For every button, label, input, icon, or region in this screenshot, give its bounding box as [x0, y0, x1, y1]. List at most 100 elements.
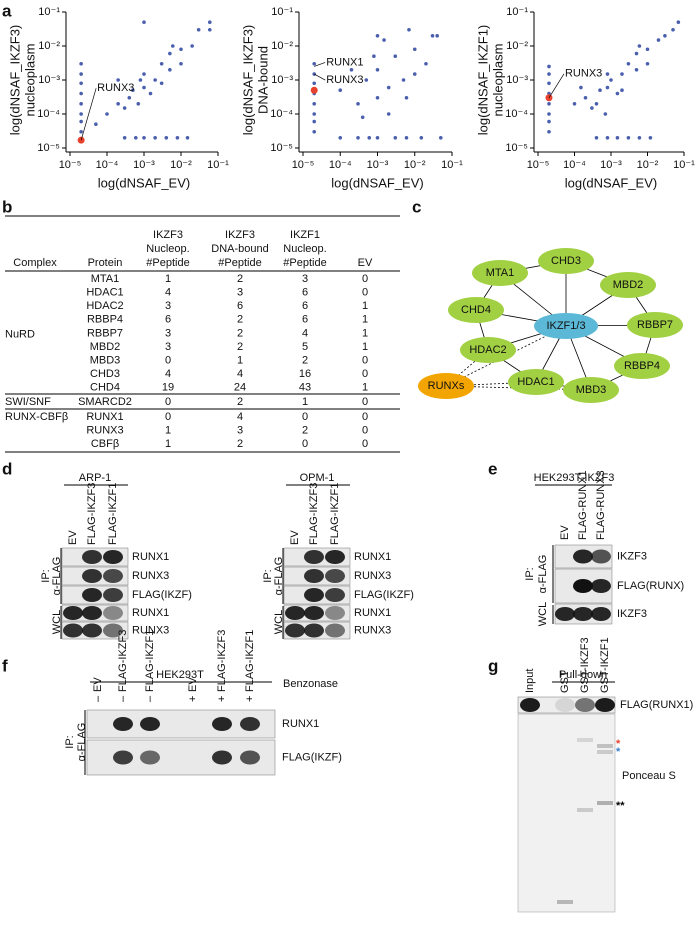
- point: [412, 47, 417, 52]
- band: [595, 698, 615, 712]
- point: [356, 135, 360, 140]
- y-axis-label: DNA-bound: [255, 46, 270, 114]
- table-cell: 1: [362, 314, 368, 326]
- ip-label: IP:: [262, 569, 274, 582]
- table-header: IKZF1: [290, 229, 320, 241]
- band: [573, 549, 593, 564]
- node: [600, 272, 656, 298]
- point: [207, 27, 212, 32]
- table-cell: 6: [165, 314, 171, 326]
- table-cell: 0: [302, 411, 308, 423]
- panel-label: d: [2, 459, 12, 478]
- y-tick-label: 10⁻⁴: [505, 108, 528, 120]
- band: [575, 698, 595, 712]
- band: [82, 550, 102, 564]
- annotation-line: [80, 88, 97, 141]
- point: [386, 112, 391, 116]
- table-cell: 2: [237, 314, 243, 326]
- point: [430, 33, 435, 38]
- point: [153, 135, 157, 140]
- ip-label: IP:: [524, 567, 536, 580]
- x-tick-label: 10⁻²: [170, 159, 192, 171]
- table-cell: 1: [237, 355, 243, 367]
- band: [103, 623, 123, 638]
- band: [212, 750, 232, 765]
- lane-label: FLAG-IKZF1: [244, 630, 256, 692]
- node-label: IKZF1/3: [546, 320, 585, 332]
- node-label: RBBP7: [637, 319, 673, 331]
- point: [645, 47, 650, 52]
- point: [79, 91, 83, 96]
- y-tick-label: 10⁻⁴: [270, 108, 293, 120]
- table-cell: MTA1: [91, 273, 120, 285]
- y-tick-label: 10⁻⁵: [270, 142, 293, 154]
- point: [634, 51, 639, 56]
- point: [312, 129, 317, 134]
- table-cell: 6: [302, 314, 308, 326]
- band: [240, 717, 260, 731]
- table-cell: 4: [165, 368, 171, 380]
- x-tick-label: 10⁻⁵: [527, 159, 550, 171]
- table-cell: CHD3: [90, 368, 120, 380]
- band: [140, 717, 160, 731]
- point: [435, 33, 439, 38]
- y-tick-label: 10⁻¹: [38, 6, 60, 18]
- y-tick-label: 10⁻⁴: [37, 108, 60, 120]
- row-label: RUNX3: [132, 624, 169, 636]
- table-header: Complex: [13, 257, 57, 269]
- point: [407, 27, 411, 32]
- band: [325, 623, 345, 638]
- lane-label: FLAG-IKZF1: [329, 483, 341, 545]
- wcl-label: WCL: [537, 602, 549, 626]
- table-cell: 4: [302, 327, 308, 339]
- point: [547, 72, 551, 76]
- y-tick-label: 10⁻³: [506, 74, 528, 86]
- band: [82, 588, 102, 602]
- lane-label: EV: [289, 530, 301, 545]
- point: [637, 44, 642, 48]
- marker: *: [616, 746, 621, 758]
- y-tick-label: 10⁻²: [271, 40, 293, 52]
- band: [520, 698, 540, 712]
- point: [590, 106, 594, 110]
- band: [103, 569, 123, 583]
- annotation: RUNX1: [326, 56, 363, 68]
- table-cell: 0: [362, 368, 368, 380]
- y-axis-label: log(dNSAF_IKZF1): [475, 25, 490, 136]
- point: [579, 85, 583, 90]
- annotation: RUNX3: [565, 68, 602, 80]
- table-cell: HDAC2: [86, 300, 123, 312]
- ponceau-band: [557, 900, 573, 904]
- band: [591, 579, 611, 593]
- point: [196, 27, 201, 32]
- row-label: RUNX1: [132, 551, 169, 563]
- wcl-label: WCL: [51, 610, 63, 634]
- x-tick-label: 10⁻¹: [207, 159, 229, 171]
- row-label: IKZF3: [617, 550, 647, 562]
- table-cell: 0: [165, 411, 171, 423]
- point: [127, 95, 132, 100]
- marker: *: [616, 738, 621, 750]
- point: [190, 44, 194, 48]
- point: [676, 20, 681, 25]
- table-cell: 2: [237, 327, 243, 339]
- point: [79, 61, 83, 66]
- table-cell: 3: [237, 287, 243, 299]
- point: [170, 44, 175, 48]
- point: [312, 101, 317, 106]
- highlight-point: [310, 86, 318, 94]
- point: [605, 72, 610, 76]
- point: [594, 135, 599, 140]
- point: [207, 20, 212, 25]
- table-cell: 2: [302, 425, 308, 437]
- point: [338, 135, 343, 140]
- band: [555, 698, 575, 712]
- point: [138, 78, 143, 82]
- point: [168, 67, 172, 72]
- table-cell: 0: [302, 438, 308, 450]
- annotation-line: [548, 73, 565, 98]
- lane-label: FLAG-IKZF3: [216, 630, 228, 692]
- group-label: RUNX-CBFβ: [5, 411, 68, 423]
- x-tick-label: 10⁻⁴: [563, 159, 586, 171]
